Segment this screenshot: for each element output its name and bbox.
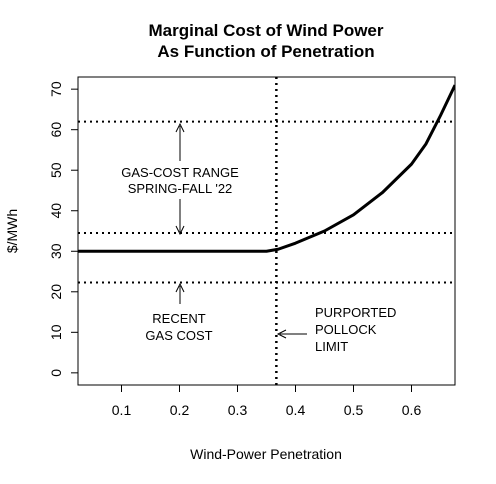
recent-label-line2: GAS COST: [145, 328, 212, 343]
y-tick-label: 50: [48, 162, 64, 178]
pollock-limit-annotation: PURPORTED POLLOCK LIMIT: [276, 305, 396, 354]
chart-title-line1: Marginal Cost of Wind Power: [148, 21, 383, 40]
y-tick-label: 40: [48, 203, 64, 219]
arrow-up-icon: [175, 282, 185, 293]
gas-range-label-line2: SPRING-FALL '22: [128, 181, 233, 196]
y-tick-label: 30: [48, 243, 64, 259]
y-tick-label: 20: [48, 284, 64, 300]
marginal-cost-line: [78, 84, 455, 253]
y-tick-label: 10: [48, 324, 64, 340]
y-tick-label: 70: [48, 81, 64, 97]
x-tick-label: 0.2: [170, 402, 190, 418]
x-tick-label: 0.4: [286, 402, 306, 418]
arrow-left-icon: [276, 329, 287, 339]
y-axis: 0 10 20 30 40 50 60 70: [48, 81, 78, 377]
pollock-label-line3: LIMIT: [315, 339, 348, 354]
recent-gas-cost-annotation: RECENT GAS COST: [145, 282, 213, 343]
plot-frame: [77, 76, 456, 386]
y-tick-label: 0: [48, 369, 64, 377]
x-axis-label: Wind-Power Penetration: [190, 446, 342, 462]
y-tick-label: 60: [48, 122, 64, 138]
reference-lines: [78, 77, 455, 385]
arrow-down-icon: [175, 225, 185, 236]
x-tick-label: 0.6: [402, 402, 422, 418]
pollock-label-line2: POLLOCK: [315, 322, 377, 337]
x-tick-label: 0.1: [112, 402, 132, 418]
x-tick-label: 0.5: [344, 402, 364, 418]
chart-title-line2: As Function of Penetration: [157, 42, 374, 61]
x-axis: 0.1 0.2 0.3 0.4 0.5 0.6: [112, 385, 422, 418]
recent-label-line1: RECENT: [152, 311, 206, 326]
gas-range-label-line1: GAS-COST RANGE: [121, 165, 239, 180]
gas-cost-range-annotation: GAS-COST RANGE SPRING-FALL '22: [121, 122, 239, 236]
x-tick-label: 0.3: [228, 402, 248, 418]
pollock-label-line1: PURPORTED: [315, 305, 396, 320]
arrow-up-icon: [175, 122, 185, 133]
series-layer: [78, 84, 455, 253]
y-axis-label: $/MWh: [4, 209, 20, 253]
